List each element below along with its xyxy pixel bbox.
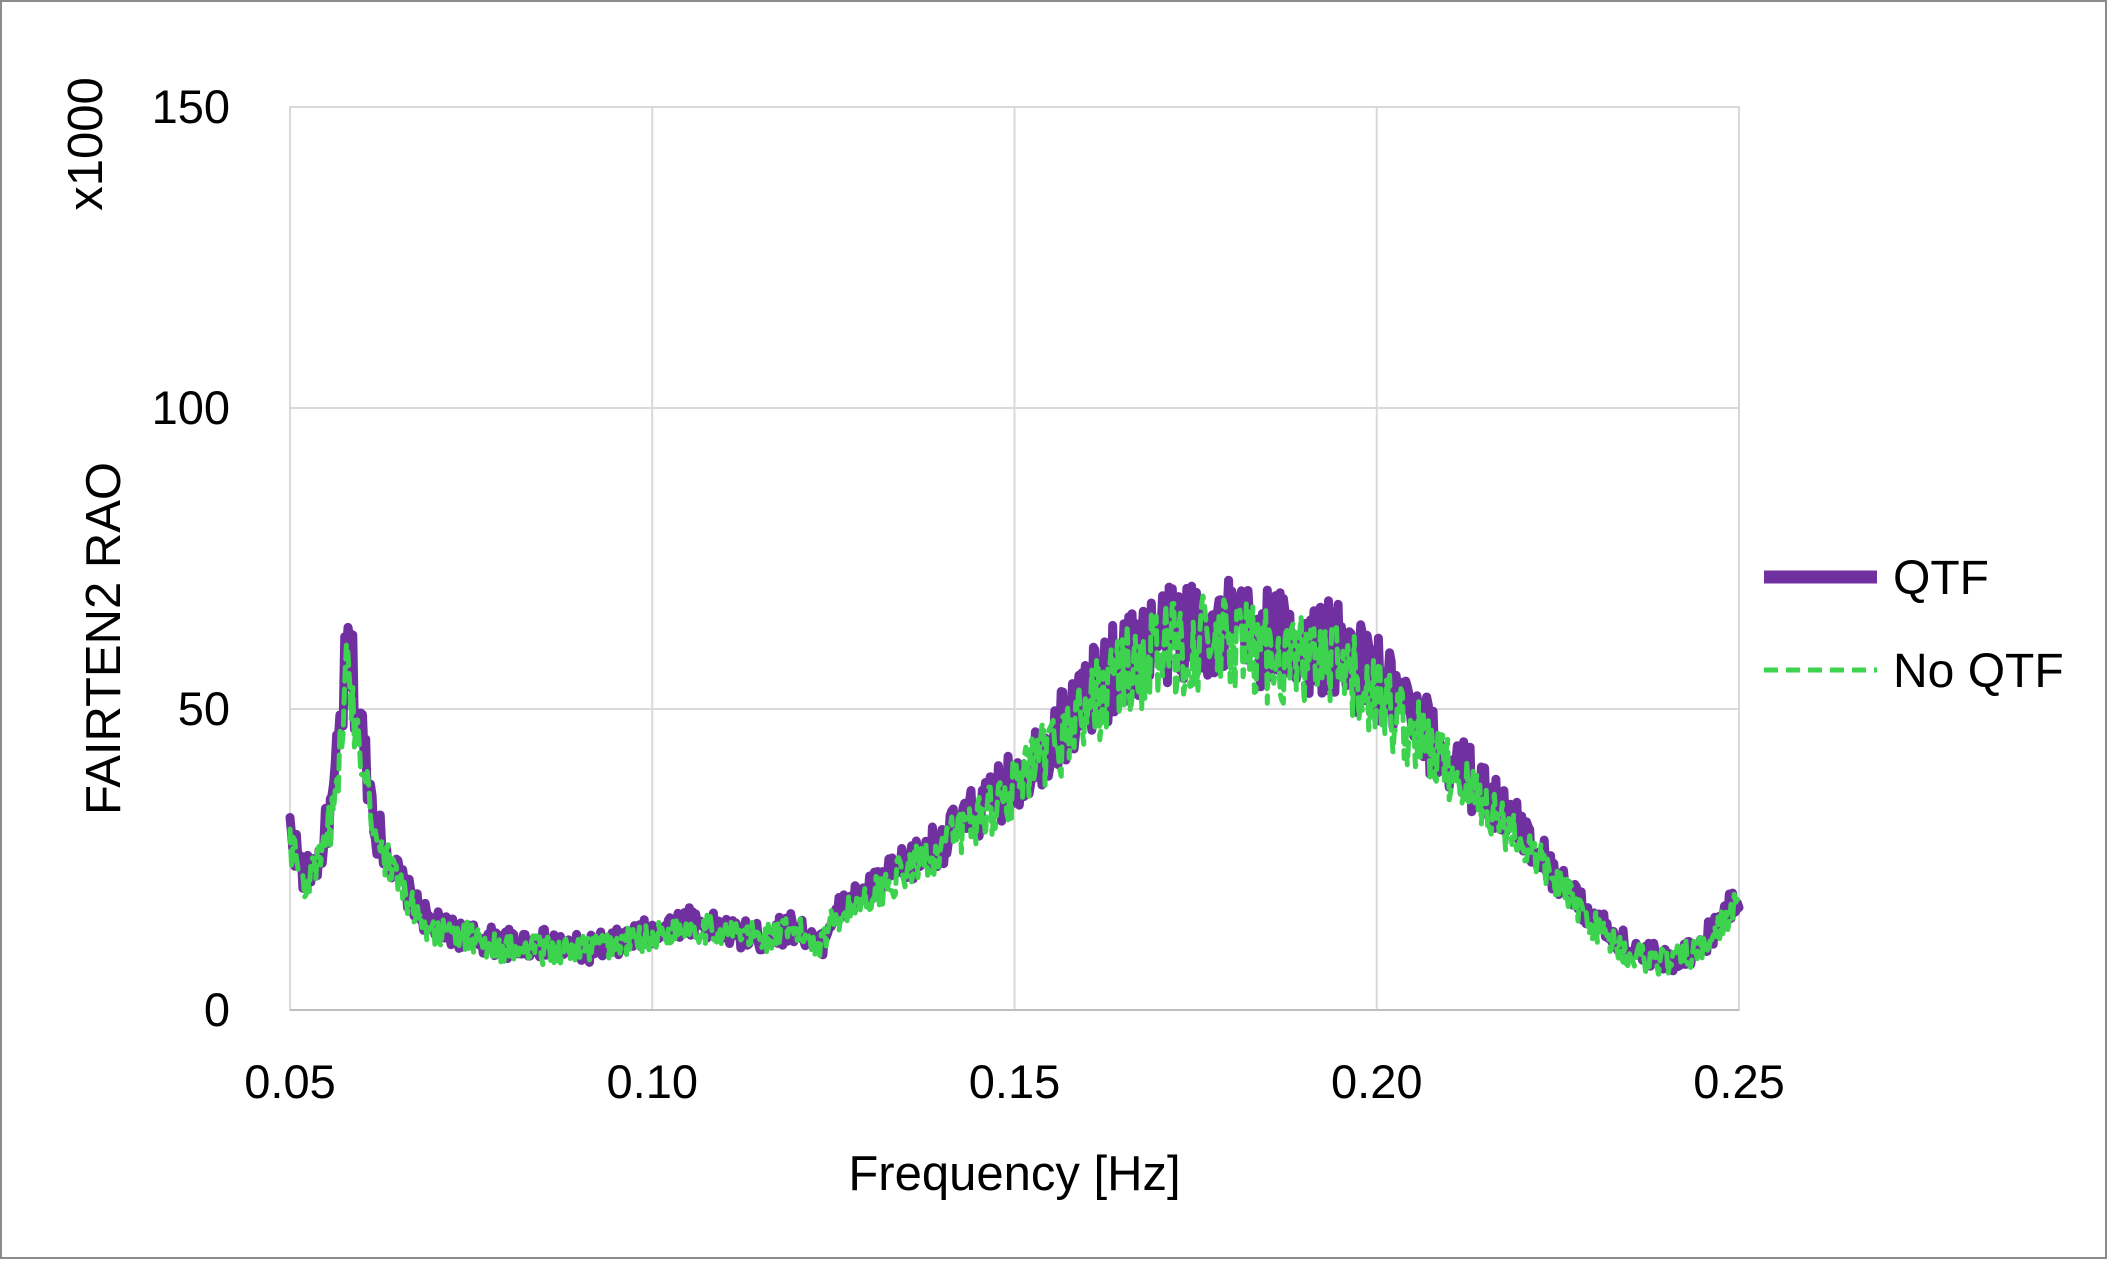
y-axis-multiplier: x1000 (59, 77, 113, 211)
y-tick-label: 50 (178, 682, 230, 735)
y-axis-title: FAIRTEN2 RAO (77, 462, 131, 815)
series-layer (285, 575, 1744, 977)
tick-layer: 0 50 100 150 0.05 0.10 0.15 0.20 0.25 (152, 80, 1785, 1108)
series-line-no-qtf (287, 593, 1742, 977)
legend-label-no-qtf: No QTF (1893, 645, 2064, 698)
y-tick-label: 100 (152, 381, 230, 434)
legend: QTF No QTF (1764, 552, 2064, 698)
x-tick-label: 0.05 (244, 1055, 335, 1108)
x-tick-label: 0.10 (607, 1055, 698, 1108)
y-tick-label: 150 (152, 80, 230, 133)
x-tick-label: 0.20 (1331, 1055, 1422, 1108)
grid-layer (289, 106, 1740, 1011)
x-axis-title: Frequency [Hz] (848, 1147, 1180, 1201)
x-tick-label: 0.25 (1693, 1055, 1784, 1108)
x-tick-label: 0.15 (969, 1055, 1060, 1108)
legend-label-qtf: QTF (1893, 552, 1989, 605)
y-tick-label: 0 (204, 983, 230, 1036)
